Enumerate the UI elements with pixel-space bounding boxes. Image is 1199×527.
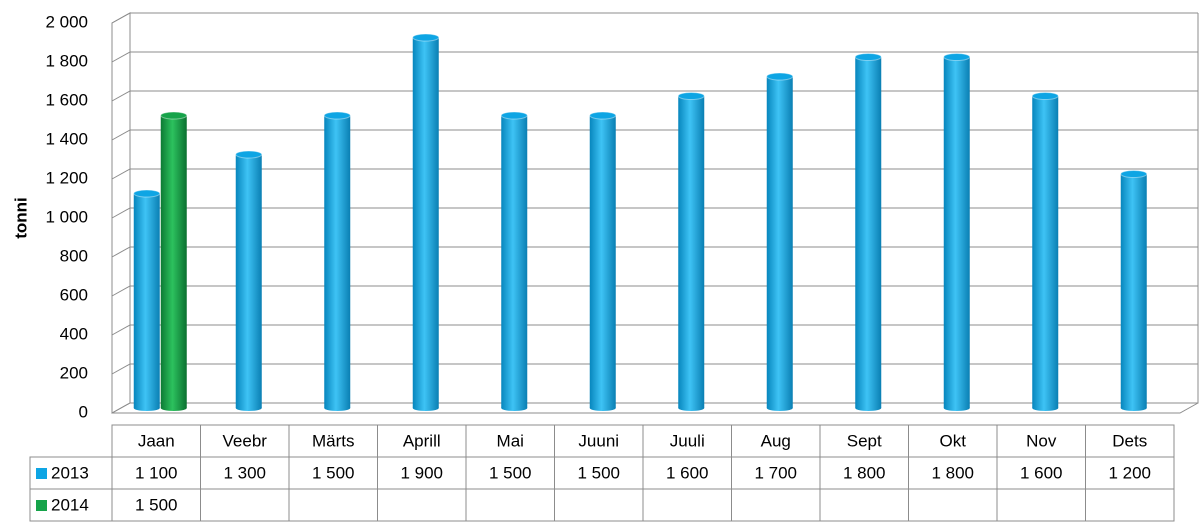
y-tick-label: 1 600 — [45, 90, 88, 109]
bar-top — [1120, 170, 1148, 178]
table-value: 1 800 — [931, 463, 974, 482]
grid-line — [111, 90, 1198, 102]
legend-swatch — [36, 500, 47, 511]
bar-top — [412, 33, 440, 42]
table-value: 1 900 — [400, 463, 443, 482]
grid-line — [111, 285, 1198, 297]
y-tick-label: 0 — [79, 402, 88, 421]
legend-label: 2014 — [51, 495, 89, 514]
table-value: 1 300 — [223, 463, 266, 482]
bar-top — [943, 53, 971, 61]
y-tick-label: 1 400 — [45, 129, 88, 148]
bar — [855, 57, 882, 408]
table-cell — [996, 488, 1086, 522]
table-value: 1 200 — [1108, 463, 1151, 482]
bar — [766, 76, 793, 408]
table-value: 1 700 — [754, 463, 797, 482]
x-tick-label: Aprill — [403, 431, 441, 450]
y-tick-label: 800 — [60, 246, 88, 265]
bar-top — [323, 111, 351, 120]
table-cell — [908, 488, 998, 522]
table-value: 1 600 — [1020, 463, 1063, 482]
bar-top — [160, 111, 188, 120]
table-cell — [288, 488, 378, 522]
grid-line — [111, 324, 1198, 336]
grid-line — [111, 207, 1198, 219]
bar-top — [589, 111, 617, 120]
table-cell — [642, 488, 732, 522]
y-tick-label: 400 — [60, 324, 88, 343]
table-cell — [1085, 488, 1175, 522]
x-tick-label: Sept — [847, 431, 882, 450]
floor — [112, 402, 1199, 414]
table-value: 1 500 — [312, 463, 355, 482]
x-tick-label: Veebr — [223, 431, 268, 450]
x-tick-label: Nov — [1026, 431, 1057, 450]
bar-top — [500, 111, 528, 120]
table-cell — [200, 488, 290, 522]
y-tick-label: 1 800 — [45, 51, 88, 70]
bar — [1032, 96, 1059, 408]
bar — [678, 96, 705, 408]
grid-line — [111, 51, 1198, 63]
y-tick-label: 1 000 — [45, 207, 88, 226]
bar — [589, 115, 616, 408]
bar — [412, 37, 439, 408]
y-tick-label: 2 000 — [45, 12, 88, 31]
table-cell — [554, 488, 644, 522]
x-tick-label: Dets — [1112, 431, 1147, 450]
bar — [160, 115, 187, 408]
bar — [324, 115, 351, 408]
grid-line — [111, 129, 1198, 141]
bar — [133, 193, 160, 408]
table-value: 1 100 — [135, 463, 178, 482]
y-tick-label: 1 200 — [45, 168, 88, 187]
bar-top — [766, 72, 794, 81]
bar — [501, 115, 528, 408]
table-value: 1 600 — [666, 463, 709, 482]
table-cell — [731, 488, 821, 522]
bar-top — [133, 189, 161, 198]
table-value: 1 800 — [843, 463, 886, 482]
x-tick-label: Juuli — [670, 431, 705, 450]
grid-line — [111, 168, 1198, 180]
x-tick-label: Juuni — [578, 431, 619, 450]
bar — [235, 154, 262, 408]
grid-line — [111, 12, 1198, 24]
legend-label: 2013 — [51, 463, 89, 482]
bar-top — [677, 92, 705, 100]
y-axis-label: tonni — [11, 197, 30, 239]
grid-line — [111, 246, 1198, 258]
table-value: 1 500 — [577, 463, 620, 482]
x-tick-label: Jaan — [138, 431, 175, 450]
table-cell — [465, 488, 555, 522]
y-tick-label: 600 — [60, 285, 88, 304]
table-cell — [819, 488, 909, 522]
bar — [1120, 174, 1147, 408]
y-tick-label: 200 — [60, 363, 88, 382]
grid-line — [111, 363, 1198, 375]
table-value: 1 500 — [135, 495, 178, 514]
x-tick-label: Mai — [497, 431, 524, 450]
x-tick-label: Aug — [761, 431, 791, 450]
bar-top — [235, 150, 263, 159]
x-tick-label: Märts — [312, 431, 355, 450]
table-value: 1 500 — [489, 463, 532, 482]
grid-line — [111, 402, 1198, 414]
bar-top — [854, 53, 882, 61]
legend-swatch — [36, 468, 47, 479]
table-cell — [377, 488, 467, 522]
x-tick-label: Okt — [940, 431, 967, 450]
bar — [943, 57, 970, 408]
bar-top — [1031, 92, 1059, 100]
